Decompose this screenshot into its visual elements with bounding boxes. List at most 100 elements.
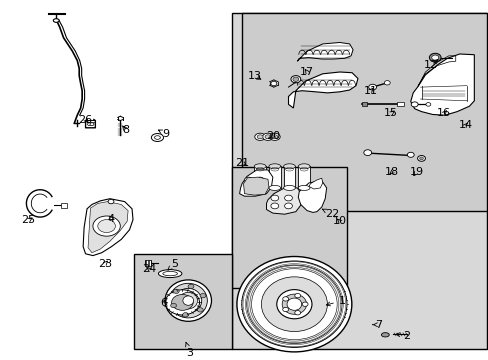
- Circle shape: [384, 81, 389, 85]
- Circle shape: [188, 284, 194, 289]
- Text: 18: 18: [385, 167, 398, 177]
- Circle shape: [363, 150, 371, 156]
- Circle shape: [417, 156, 425, 161]
- Text: 12: 12: [424, 60, 437, 70]
- Bar: [283, 166, 295, 188]
- Bar: [396, 102, 403, 106]
- Circle shape: [197, 308, 203, 312]
- Ellipse shape: [165, 280, 211, 321]
- Text: 13: 13: [248, 71, 262, 81]
- Ellipse shape: [286, 298, 301, 310]
- Polygon shape: [297, 42, 352, 61]
- Text: 6: 6: [160, 298, 166, 308]
- Ellipse shape: [269, 133, 280, 140]
- Text: 25: 25: [21, 215, 35, 225]
- Ellipse shape: [283, 185, 295, 190]
- Circle shape: [270, 81, 276, 86]
- Ellipse shape: [283, 164, 295, 169]
- Circle shape: [182, 312, 188, 317]
- Circle shape: [87, 123, 91, 126]
- Ellipse shape: [169, 283, 207, 318]
- Circle shape: [108, 199, 114, 204]
- Ellipse shape: [158, 270, 182, 278]
- Ellipse shape: [276, 289, 311, 319]
- Text: 21: 21: [235, 158, 248, 168]
- Polygon shape: [83, 199, 133, 256]
- Circle shape: [292, 77, 298, 81]
- Circle shape: [284, 195, 292, 201]
- Text: 3: 3: [185, 342, 193, 358]
- Circle shape: [170, 303, 176, 308]
- Ellipse shape: [236, 256, 351, 352]
- Circle shape: [90, 123, 94, 126]
- Text: 2: 2: [395, 330, 409, 341]
- Ellipse shape: [151, 134, 163, 141]
- Circle shape: [93, 216, 120, 236]
- Circle shape: [244, 177, 252, 183]
- Circle shape: [200, 293, 205, 298]
- Bar: [232, 167, 346, 288]
- Text: 19: 19: [409, 167, 423, 177]
- Ellipse shape: [53, 19, 59, 22]
- Polygon shape: [243, 177, 268, 195]
- Polygon shape: [410, 54, 473, 115]
- Polygon shape: [298, 181, 326, 212]
- Circle shape: [407, 152, 413, 157]
- Polygon shape: [288, 72, 357, 108]
- Text: 26: 26: [79, 114, 92, 125]
- Circle shape: [294, 311, 300, 315]
- Bar: [268, 166, 280, 188]
- Circle shape: [431, 55, 438, 60]
- Ellipse shape: [264, 135, 270, 139]
- Circle shape: [290, 76, 300, 83]
- Circle shape: [98, 220, 115, 233]
- Text: 7: 7: [372, 320, 382, 330]
- Ellipse shape: [262, 133, 273, 140]
- Bar: [254, 166, 265, 188]
- Circle shape: [419, 157, 423, 160]
- Ellipse shape: [298, 185, 309, 190]
- Text: 9: 9: [158, 129, 169, 139]
- Circle shape: [171, 294, 193, 310]
- Text: 24: 24: [142, 264, 156, 274]
- Ellipse shape: [271, 135, 277, 139]
- Ellipse shape: [246, 265, 341, 343]
- Bar: [298, 166, 309, 188]
- Circle shape: [282, 307, 288, 312]
- Ellipse shape: [163, 271, 177, 276]
- Polygon shape: [239, 170, 272, 196]
- Bar: [134, 254, 232, 349]
- Ellipse shape: [154, 136, 160, 139]
- Ellipse shape: [381, 333, 388, 337]
- Ellipse shape: [282, 294, 306, 314]
- Ellipse shape: [175, 288, 201, 313]
- Circle shape: [256, 186, 264, 192]
- Bar: [61, 203, 67, 208]
- Text: 22: 22: [322, 209, 339, 219]
- Bar: [361, 102, 366, 106]
- Text: 20: 20: [265, 131, 279, 141]
- Polygon shape: [88, 202, 128, 253]
- Text: 16: 16: [436, 108, 450, 118]
- Ellipse shape: [257, 135, 263, 139]
- Ellipse shape: [268, 185, 280, 190]
- Text: 15: 15: [384, 108, 397, 118]
- Circle shape: [425, 103, 430, 106]
- Circle shape: [244, 186, 252, 192]
- Text: 10: 10: [332, 216, 346, 226]
- Circle shape: [368, 84, 376, 90]
- Circle shape: [282, 297, 288, 301]
- Ellipse shape: [254, 185, 265, 190]
- Ellipse shape: [298, 164, 309, 169]
- Ellipse shape: [261, 277, 326, 332]
- Circle shape: [284, 203, 292, 209]
- Text: 17: 17: [300, 67, 313, 77]
- Circle shape: [294, 293, 300, 298]
- Circle shape: [428, 53, 440, 62]
- Circle shape: [302, 302, 307, 306]
- Text: 11: 11: [363, 86, 377, 96]
- Text: 14: 14: [458, 120, 471, 130]
- Bar: [232, 13, 486, 349]
- Bar: [144, 260, 150, 266]
- Ellipse shape: [241, 261, 346, 347]
